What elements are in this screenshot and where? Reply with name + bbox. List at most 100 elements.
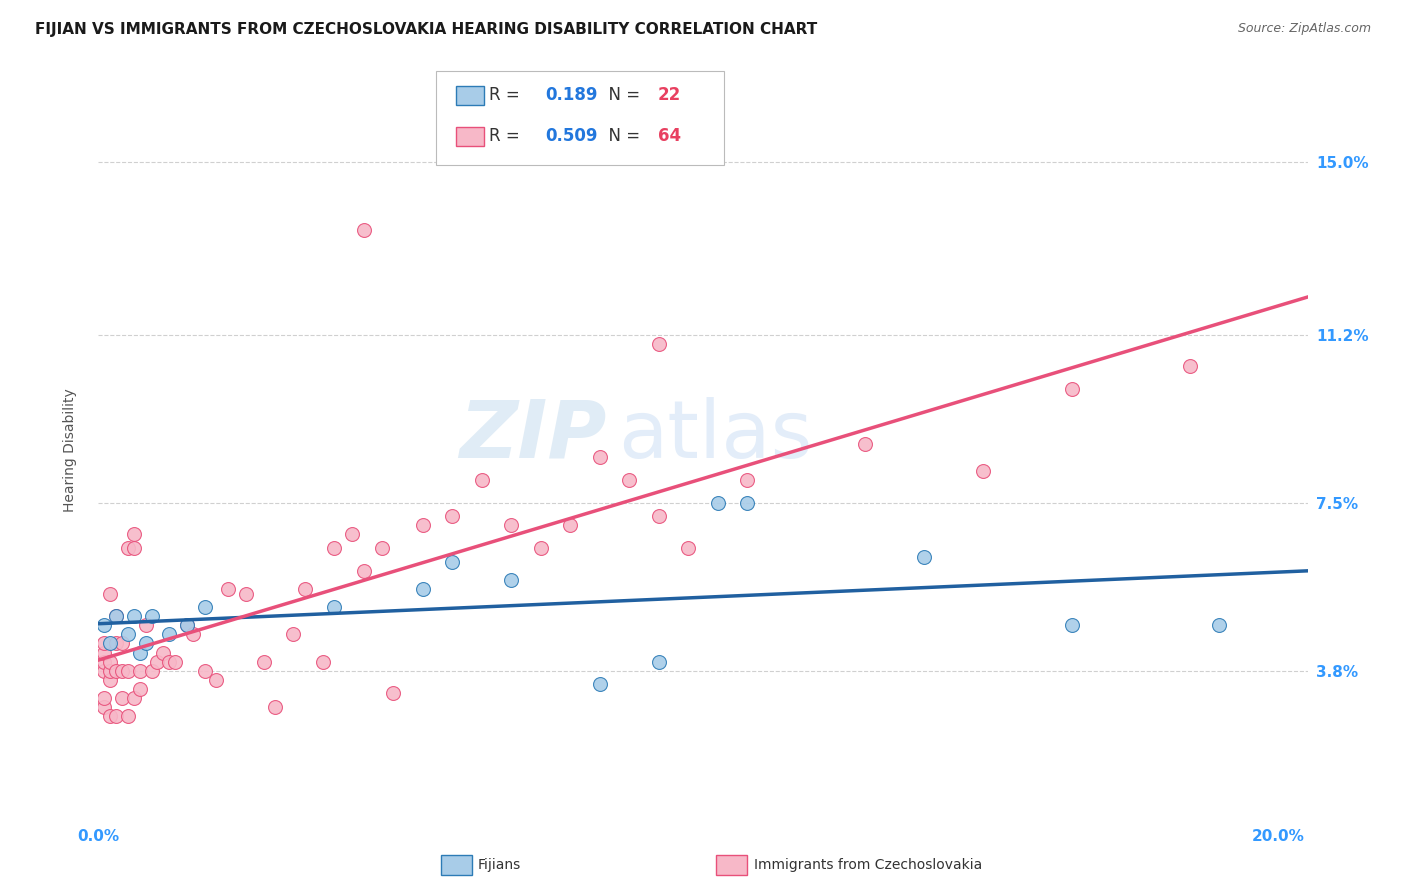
- Point: [157, 655, 180, 669]
- Point: [181, 627, 204, 641]
- Text: N =: N =: [598, 87, 645, 104]
- Text: Source: ZipAtlas.com: Source: ZipAtlas.com: [1237, 22, 1371, 36]
- Point: [1060, 382, 1083, 396]
- Text: 22: 22: [658, 87, 682, 104]
- Point: [323, 600, 346, 615]
- Point: [93, 655, 115, 669]
- Point: [98, 586, 121, 600]
- Point: [471, 473, 494, 487]
- Point: [264, 700, 287, 714]
- Point: [340, 527, 363, 541]
- Point: [128, 664, 150, 678]
- Point: [648, 509, 671, 524]
- Point: [93, 618, 115, 632]
- Point: [122, 609, 145, 624]
- Point: [311, 655, 333, 669]
- Point: [93, 664, 115, 678]
- Point: [98, 655, 121, 669]
- Point: [706, 496, 728, 510]
- Point: [853, 436, 876, 450]
- Point: [441, 509, 464, 524]
- Point: [501, 518, 523, 533]
- Point: [235, 586, 257, 600]
- Point: [205, 673, 228, 687]
- Point: [146, 655, 169, 669]
- Point: [912, 550, 935, 565]
- Point: [111, 636, 134, 650]
- Y-axis label: Hearing Disability: Hearing Disability: [63, 389, 77, 512]
- Point: [128, 681, 150, 696]
- Point: [441, 555, 464, 569]
- Point: [98, 673, 121, 687]
- Point: [105, 636, 128, 650]
- Point: [117, 664, 139, 678]
- Point: [648, 336, 671, 351]
- Point: [281, 627, 304, 641]
- Point: [176, 618, 198, 632]
- Point: [412, 582, 434, 596]
- Point: [1178, 359, 1201, 374]
- Point: [98, 664, 121, 678]
- Point: [141, 609, 163, 624]
- Point: [117, 627, 139, 641]
- Text: 0.189: 0.189: [546, 87, 598, 104]
- Text: 0.509: 0.509: [546, 128, 598, 145]
- Point: [98, 709, 121, 723]
- Point: [217, 582, 239, 596]
- Point: [141, 664, 163, 678]
- Point: [353, 223, 375, 237]
- Text: FIJIAN VS IMMIGRANTS FROM CZECHOSLOVAKIA HEARING DISABILITY CORRELATION CHART: FIJIAN VS IMMIGRANTS FROM CZECHOSLOVAKIA…: [35, 22, 817, 37]
- Text: R =: R =: [489, 128, 526, 145]
- Point: [1208, 618, 1230, 632]
- Point: [353, 564, 375, 578]
- Point: [93, 646, 115, 660]
- Point: [105, 664, 128, 678]
- Point: [194, 664, 217, 678]
- Point: [370, 541, 392, 555]
- Text: R =: R =: [489, 87, 526, 104]
- Text: Fijians: Fijians: [478, 858, 522, 872]
- Point: [105, 709, 128, 723]
- Point: [194, 600, 217, 615]
- Text: atlas: atlas: [619, 397, 813, 475]
- Point: [589, 450, 612, 465]
- Point: [176, 618, 198, 632]
- Point: [105, 609, 128, 624]
- Point: [93, 700, 115, 714]
- Point: [105, 609, 128, 624]
- Point: [1060, 618, 1083, 632]
- Point: [589, 677, 612, 691]
- Point: [530, 541, 553, 555]
- Point: [135, 618, 157, 632]
- Point: [619, 473, 641, 487]
- Point: [111, 691, 134, 706]
- Point: [157, 627, 180, 641]
- Point: [122, 527, 145, 541]
- Text: 64: 64: [658, 128, 681, 145]
- Point: [111, 664, 134, 678]
- Point: [98, 636, 121, 650]
- Point: [93, 691, 115, 706]
- Point: [972, 464, 994, 478]
- Point: [412, 518, 434, 533]
- Text: N =: N =: [598, 128, 645, 145]
- Point: [382, 686, 405, 700]
- Point: [117, 541, 139, 555]
- Text: ZIP: ZIP: [458, 397, 606, 475]
- Text: Immigrants from Czechoslovakia: Immigrants from Czechoslovakia: [754, 858, 981, 872]
- Point: [560, 518, 582, 533]
- Point: [252, 655, 274, 669]
- Point: [735, 496, 758, 510]
- Point: [165, 655, 187, 669]
- Point: [122, 541, 145, 555]
- Point: [501, 573, 523, 587]
- Point: [294, 582, 316, 596]
- Point: [122, 691, 145, 706]
- Point: [93, 636, 115, 650]
- Point: [117, 709, 139, 723]
- Point: [152, 646, 174, 660]
- Point: [678, 541, 700, 555]
- Point: [135, 636, 157, 650]
- Point: [735, 473, 758, 487]
- Point: [323, 541, 346, 555]
